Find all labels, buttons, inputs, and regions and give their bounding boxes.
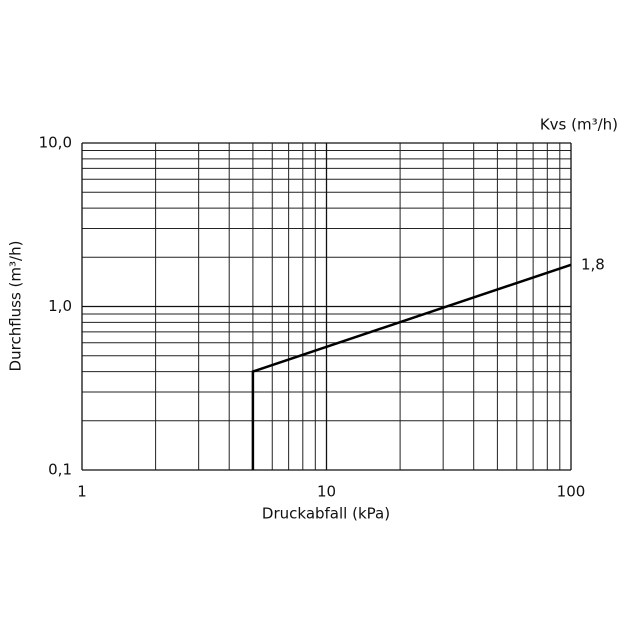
y-tick-label: 0,1 [48,461,72,479]
y-axis-label: Durchfluss (m³/h) [7,241,25,372]
x-tick-label: 100 [557,483,586,501]
x-tick-label: 1 [77,483,87,501]
line [251,263,572,470]
series-label: 1,8 [581,255,605,273]
legend-title: Kvs (m³/h) [540,116,618,134]
x-axis-label: Druckabfall (kPa) [262,505,390,523]
y-tick-label: 1,0 [48,297,72,315]
y-tick-label: 10,0 [39,134,72,152]
x-tick-label: 10 [317,483,336,501]
